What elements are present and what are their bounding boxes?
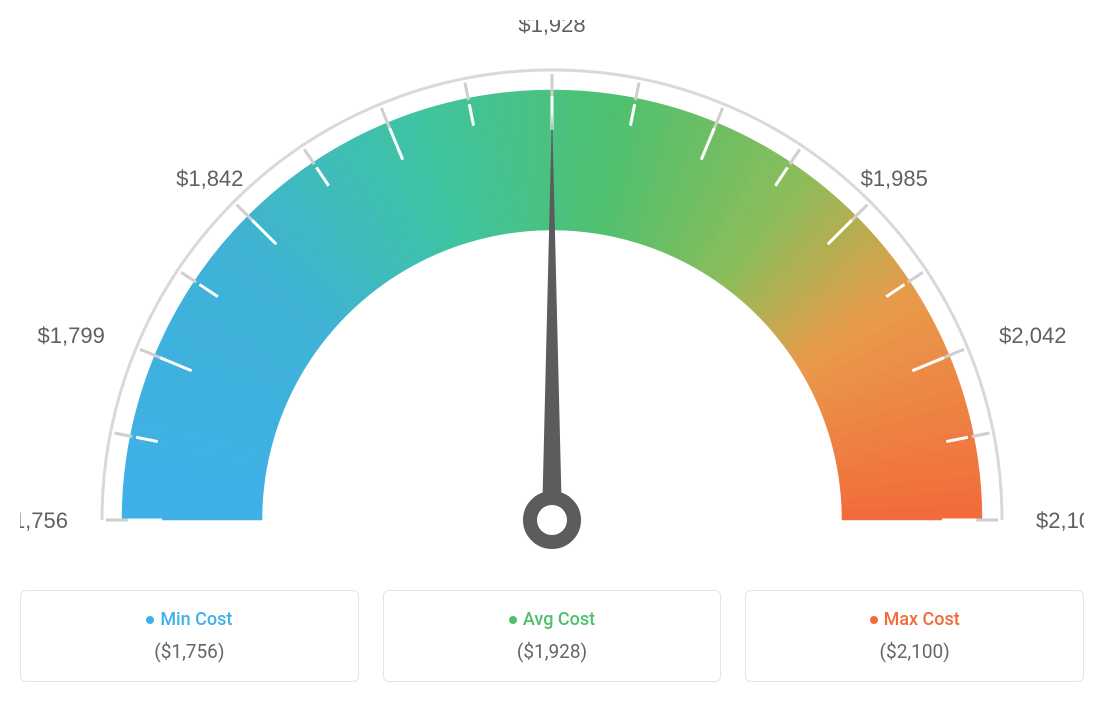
legend-dot-max [870,616,878,624]
scale-label: $1,928 [518,20,585,37]
scale-label: $1,799 [38,323,105,348]
legend-card-max: Max Cost ($2,100) [745,590,1084,682]
gauge-svg: $1,756 $1,799 $1,842 $1,928 $1,985 $2,042 $2,1… [20,20,1084,560]
scale-label: $1,756 [20,508,68,533]
legend-dot-avg [509,616,517,624]
scale-label: $1,985 [861,166,928,191]
legend-row: Min Cost ($1,756) Avg Cost ($1,928) Max … [20,590,1084,682]
cost-gauge-chart: $1,756 $1,799 $1,842 $1,928 $1,985 $2,042 $2,1… [20,20,1084,682]
legend-label-avg: Avg Cost [523,609,595,630]
legend-value-max: ($2,100) [766,640,1063,663]
scale-label: $1,842 [176,166,243,191]
legend-label-min: Min Cost [160,609,232,630]
scale-label: $2,100 [1036,508,1084,533]
legend-title-max: Max Cost [766,609,1063,630]
legend-title-avg: Avg Cost [404,609,701,630]
legend-card-min: Min Cost ($1,756) [20,590,359,682]
legend-dot-min [146,616,154,624]
scale-label: $2,042 [999,323,1066,348]
needle-hub [530,498,574,542]
legend-label-max: Max Cost [884,609,960,630]
legend-title-min: Min Cost [41,609,338,630]
legend-card-avg: Avg Cost ($1,928) [383,590,722,682]
legend-value-min: ($1,756) [41,640,338,663]
legend-value-avg: ($1,928) [404,640,701,663]
